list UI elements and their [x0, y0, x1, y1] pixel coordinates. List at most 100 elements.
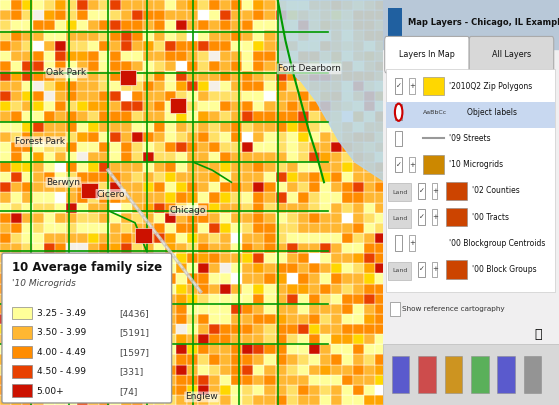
Bar — [110, 294, 121, 304]
Text: Oak Park: Oak Park — [46, 68, 87, 77]
Bar — [132, 243, 143, 253]
Bar — [0, 324, 11, 334]
Bar — [330, 324, 342, 334]
Bar — [198, 51, 210, 61]
Polygon shape — [278, 0, 386, 182]
Bar — [121, 0, 132, 10]
Bar — [11, 71, 22, 81]
Bar — [44, 152, 55, 162]
Bar — [330, 40, 342, 51]
Bar — [143, 395, 154, 405]
Bar — [22, 192, 33, 202]
Bar — [22, 284, 33, 294]
Bar — [287, 364, 297, 375]
Bar — [198, 101, 210, 111]
Bar — [176, 344, 187, 354]
Bar — [243, 202, 253, 213]
Bar — [330, 375, 342, 385]
FancyBboxPatch shape — [2, 253, 172, 403]
Bar — [77, 20, 88, 30]
Bar — [364, 202, 375, 213]
Text: Berwyn: Berwyn — [46, 178, 80, 187]
Bar — [220, 122, 231, 132]
Bar — [77, 152, 88, 162]
Bar — [176, 263, 187, 273]
Bar — [0, 395, 11, 405]
Bar — [121, 334, 132, 344]
Bar — [364, 273, 375, 283]
Bar — [375, 354, 386, 364]
Bar — [55, 162, 66, 172]
Bar — [353, 284, 364, 294]
Bar — [110, 223, 121, 233]
Bar — [121, 101, 132, 111]
Bar — [264, 243, 276, 253]
Bar — [165, 202, 176, 213]
Bar — [210, 71, 220, 81]
Bar — [342, 385, 353, 395]
Bar — [364, 61, 375, 71]
Bar — [22, 273, 33, 283]
Bar — [375, 314, 386, 324]
Bar — [253, 213, 264, 223]
Bar — [33, 0, 44, 10]
Bar — [55, 20, 66, 30]
Bar — [231, 395, 243, 405]
Bar — [176, 354, 187, 364]
Bar — [88, 354, 99, 364]
Bar — [220, 10, 231, 20]
Bar — [210, 233, 220, 243]
Bar — [77, 40, 88, 51]
Bar — [231, 324, 243, 334]
Bar — [253, 344, 264, 354]
Bar — [66, 172, 77, 182]
Bar — [330, 152, 342, 162]
Bar — [342, 172, 353, 182]
Bar — [210, 10, 220, 20]
Bar — [0, 253, 11, 263]
Bar — [187, 0, 198, 10]
Bar — [66, 51, 77, 61]
Bar — [418, 209, 425, 225]
Bar — [110, 273, 121, 283]
Bar — [395, 130, 402, 146]
Bar — [287, 354, 297, 364]
Bar — [231, 122, 243, 132]
Bar — [99, 51, 110, 61]
Bar — [276, 192, 287, 202]
Bar — [364, 122, 375, 132]
Bar — [12, 326, 32, 339]
Bar — [99, 233, 110, 243]
Bar — [375, 71, 386, 81]
Bar — [287, 223, 297, 233]
Text: Map Layers - Chicago, IL Example: Map Layers - Chicago, IL Example — [408, 18, 559, 27]
Bar — [253, 182, 264, 192]
Bar — [364, 111, 375, 122]
Bar — [364, 91, 375, 101]
Bar — [243, 91, 253, 101]
Bar — [342, 223, 353, 233]
Bar — [364, 364, 375, 375]
Bar — [187, 334, 198, 344]
Bar — [176, 334, 187, 344]
Bar — [143, 182, 154, 192]
Bar — [33, 354, 44, 364]
Bar — [0, 172, 11, 182]
Bar — [264, 314, 276, 324]
Bar — [353, 40, 364, 51]
Bar — [55, 142, 66, 152]
Bar — [66, 334, 77, 344]
Bar — [342, 273, 353, 283]
Bar — [44, 10, 55, 20]
Bar — [264, 152, 276, 162]
Bar — [364, 81, 375, 91]
Bar — [121, 304, 132, 314]
Bar — [22, 385, 33, 395]
Bar — [0, 20, 11, 30]
Bar — [165, 162, 176, 172]
Bar — [154, 152, 165, 162]
Bar — [110, 61, 121, 71]
Bar — [309, 81, 320, 91]
Bar — [165, 61, 176, 71]
Bar — [0, 61, 11, 71]
